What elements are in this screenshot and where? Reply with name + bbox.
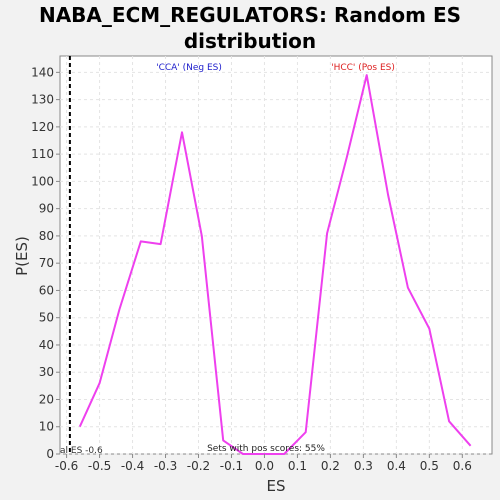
- x-tick-label: -0.2: [187, 459, 210, 473]
- y-tick-label: 40: [39, 338, 54, 352]
- x-tick-label: -0.4: [121, 459, 144, 473]
- x-tick-label: -0.5: [88, 459, 111, 473]
- x-ticks: -0.6 -0.5 -0.4 -0.3 -0.2 -0.1 0.0 0.1 0.2 0.3 0.4 0…: [55, 454, 472, 473]
- y-tick-label: 60: [39, 283, 54, 297]
- footer-note: Sets with pos scores: 55%: [207, 444, 325, 454]
- y-tick-label: 0: [46, 447, 54, 461]
- x-tick-label: 0.2: [321, 459, 340, 473]
- y-tick-label: 120: [31, 120, 54, 134]
- y-tick-label: 130: [31, 93, 54, 107]
- grid-lines: [60, 56, 492, 455]
- y-tick-label: 110: [31, 147, 54, 161]
- x-tick-label: 0.0: [255, 459, 274, 473]
- y-tick-label: 70: [39, 256, 54, 270]
- x-tick-label: 0.4: [387, 459, 406, 473]
- y-tick-label: 50: [39, 311, 54, 325]
- pos-label: 'HCC' (Pos ES): [331, 63, 395, 73]
- x-tick-label: -0.1: [220, 459, 243, 473]
- x-tick-label: 0.6: [453, 459, 472, 473]
- y-axis-label: P(ES): [13, 236, 31, 276]
- y-ticks: 0 10 20 30 40 50 60 70 80 90 100 110 120 130 140: [31, 65, 60, 461]
- y-tick-label: 80: [39, 229, 54, 243]
- x-tick-label: 0.5: [420, 459, 439, 473]
- y-tick-label: 30: [39, 365, 54, 379]
- reference-line-label: al ES -0.6: [60, 446, 103, 456]
- series-group: [78, 74, 472, 455]
- y-tick-label: 100: [31, 174, 54, 188]
- neg-label: 'CCA' (Neg ES): [156, 63, 222, 73]
- series-line: [78, 74, 472, 455]
- chart-title-line-2: distribution: [183, 29, 317, 53]
- y-tick-label: 140: [31, 65, 54, 79]
- y-tick-label: 90: [39, 202, 54, 216]
- x-tick-label: 0.3: [354, 459, 373, 473]
- chart-title: NABA_ECM_REGULATORS: Random ES distribut…: [0, 2, 500, 54]
- chart-title-line-1: NABA_ECM_REGULATORS: Random ES: [38, 3, 462, 27]
- x-tick-label: -0.6: [55, 459, 78, 473]
- y-tick-label: 20: [39, 392, 54, 406]
- y-tick-label: 10: [39, 420, 54, 434]
- x-tick-label: -0.3: [154, 459, 177, 473]
- x-axis-label: ES: [267, 477, 286, 495]
- plot-background: [59, 55, 493, 455]
- x-tick-label: 0.1: [288, 459, 307, 473]
